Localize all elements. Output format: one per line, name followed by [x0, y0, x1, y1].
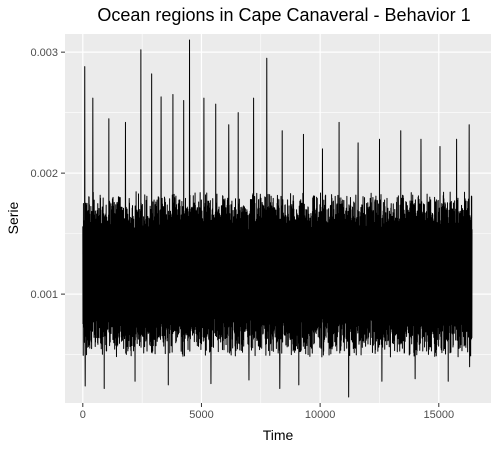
- series-line: [82, 39, 473, 398]
- x-tick-label: 10000: [305, 409, 336, 421]
- x-axis-title: Time: [263, 427, 294, 443]
- x-tick-label: 5000: [189, 409, 213, 421]
- y-tick-label: 0.001: [30, 289, 58, 301]
- x-tick-label: 15000: [423, 409, 454, 421]
- chart-title: Ocean regions in Cape Canaveral - Behavi…: [97, 5, 470, 25]
- series-layer: [82, 39, 473, 398]
- y-tick-label: 0.002: [30, 168, 58, 180]
- x-tick-label: 0: [80, 409, 86, 421]
- y-tick-label: 0.003: [30, 47, 58, 59]
- x-axis: 0 5000 10000 15000: [80, 403, 454, 421]
- y-axis-title: Serie: [5, 201, 21, 234]
- y-axis: 0.001 0.002 0.003: [30, 47, 65, 301]
